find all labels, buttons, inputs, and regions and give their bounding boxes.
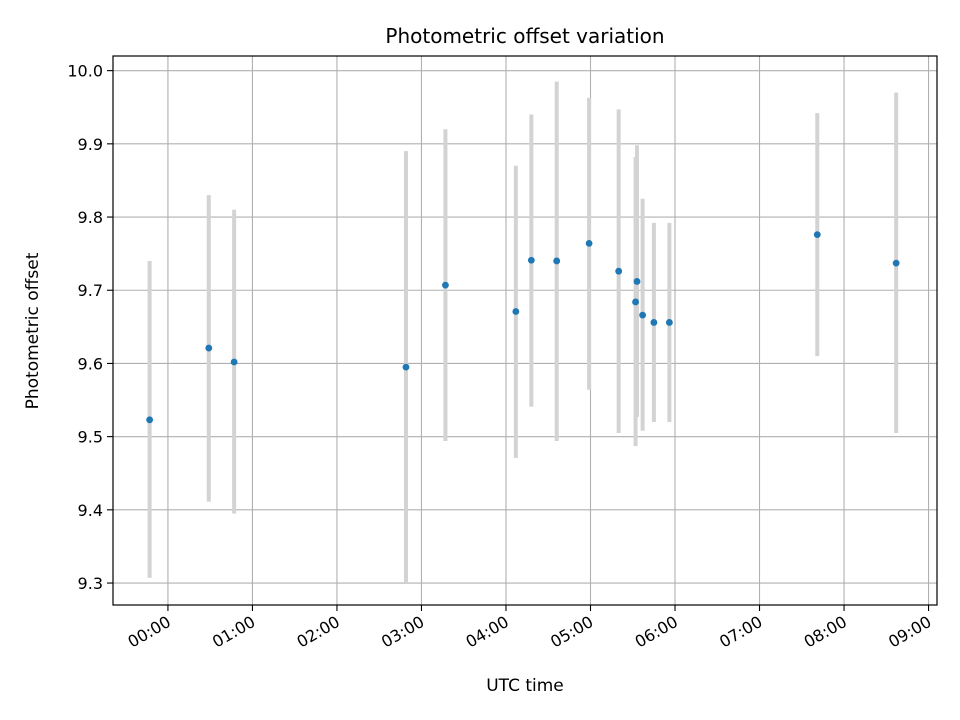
data-point-layer [146,231,900,424]
y-tick-label: 9.3 [78,574,103,593]
data-point [632,298,639,306]
data-point [553,257,561,265]
y-tick-label: 9.4 [78,501,103,520]
data-point [512,308,520,315]
data-point [230,358,238,366]
data-point [892,259,900,267]
data-point [402,363,410,371]
y-tick-label: 9.5 [78,428,103,447]
data-point [665,319,673,326]
data-point [146,416,154,424]
data-point [205,344,213,352]
data-point [442,281,449,289]
data-point [615,267,623,275]
y-tick-label: 9.8 [78,208,103,227]
data-point [650,319,658,326]
y-tick-label: 9.6 [78,354,103,373]
data-point [633,278,641,285]
data-point [639,311,647,319]
y-tick-label: 9.9 [78,135,103,154]
data-point [527,256,535,264]
y-tick-label: 9.7 [78,281,103,300]
data-point [813,231,821,239]
data-point [585,239,593,247]
chart-title: Photometric offset variation [385,24,664,48]
y-axis-title: Photometric offset [23,252,43,409]
x-axis-title: UTC time [486,676,564,696]
y-tick-label: 10.0 [67,62,103,81]
plot-frame [112,55,938,606]
